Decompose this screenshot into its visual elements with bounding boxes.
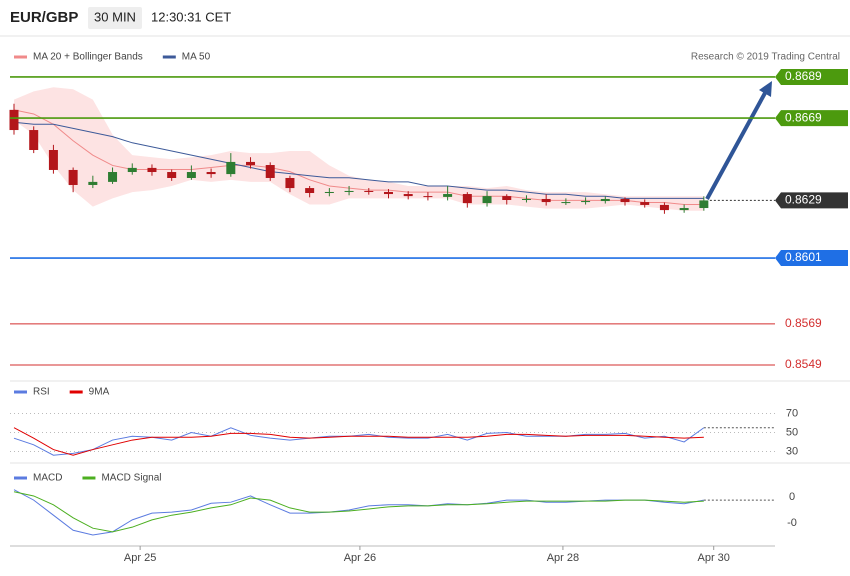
legend-label: MA 20 + Bollinger Bands (33, 52, 143, 63)
interval: 30 MIN (94, 9, 136, 24)
candle-body (502, 196, 512, 201)
candle-body (482, 196, 492, 204)
x-tick-label: Apr 26 (344, 552, 376, 564)
candle-body (127, 167, 137, 173)
legend-label: RSI (33, 387, 50, 398)
candle-body (561, 202, 571, 204)
candle-body (206, 172, 216, 175)
candle-body (541, 198, 551, 203)
candle-body (581, 201, 591, 203)
candle-body (640, 202, 650, 205)
symbol: EUR/GBP (10, 9, 78, 26)
price-level-label: 0.8669 (785, 110, 822, 124)
candle-body (443, 194, 453, 197)
candle-body (659, 204, 669, 211)
legend-label: MACD (33, 473, 62, 484)
price-label-box (775, 250, 848, 267)
candle-body (226, 161, 236, 175)
projection-arrow (705, 92, 767, 200)
candle-body (29, 130, 39, 150)
candle-body (246, 161, 256, 166)
interval-box (88, 7, 142, 29)
y-tick-label: 50 (786, 426, 798, 438)
indicator-line (13, 427, 704, 456)
candle-body (679, 208, 689, 211)
candle-body (462, 194, 472, 204)
price-level-label: 0.8689 (785, 69, 822, 83)
y-tick-label: -0 (787, 517, 797, 529)
price-label-box (775, 110, 848, 127)
price-label-box (775, 68, 848, 85)
candle-body (48, 150, 58, 170)
candle-body (147, 167, 157, 173)
candle-body (699, 200, 709, 209)
candle-body (88, 181, 98, 185)
candle-body (324, 191, 334, 194)
price-level-label: 0.8569 (785, 316, 822, 330)
x-tick-label: Apr 28 (547, 552, 579, 564)
candle-body (305, 188, 315, 194)
y-tick-label: 0 (789, 491, 795, 503)
indicator-line (13, 427, 705, 456)
credit: Research © 2019 Trading Central (691, 52, 840, 63)
x-tick-label: Apr 25 (124, 552, 156, 564)
candle-body (383, 191, 393, 195)
candle-body (186, 172, 196, 178)
candle-body (423, 196, 433, 198)
current-price-label: 0.8629 (785, 193, 822, 207)
candle-body (9, 109, 19, 131)
candle-body (521, 198, 531, 201)
candle-body (620, 198, 630, 203)
candle-body (265, 165, 275, 178)
candle-body (108, 172, 118, 182)
candle-body (167, 172, 177, 178)
y-tick-label: 30 (786, 445, 798, 457)
y-tick-label: 70 (786, 407, 798, 419)
ma-line (13, 121, 704, 199)
candle-body (600, 198, 610, 202)
candle-body (344, 190, 354, 192)
legend-label: 9MA (89, 387, 110, 398)
x-tick-label: Apr 30 (697, 552, 729, 564)
candle-body (403, 194, 413, 197)
candle-body (364, 190, 374, 192)
price-label-box (775, 192, 848, 209)
candle-body (68, 169, 78, 185)
legend-label: MA 50 (182, 52, 211, 63)
time: 12:30:31 CET (151, 9, 231, 24)
legend-label: MACD Signal (101, 473, 161, 484)
bollinger-band (14, 87, 704, 211)
projection-arrowhead (759, 81, 772, 97)
price-level-label: 0.8601 (785, 250, 822, 264)
indicator-line (13, 491, 704, 533)
price-level-label: 0.8549 (785, 357, 822, 371)
candle-body (285, 177, 295, 189)
